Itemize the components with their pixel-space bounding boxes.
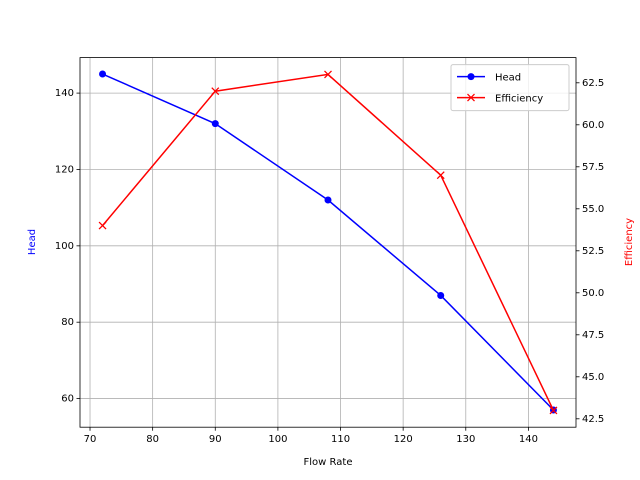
point: [437, 291, 445, 299]
y2-tick-label: 57.5: [582, 162, 604, 173]
y-tick-label: 100: [55, 241, 74, 252]
y2-tick-label: 45.0: [582, 372, 604, 383]
x-tick-label: 130: [456, 434, 475, 445]
point: [98, 221, 107, 230]
point: [211, 87, 220, 96]
x-axis-label: Flow Rate: [304, 457, 353, 468]
y-axis-label: Head: [27, 229, 38, 255]
marker-x: [436, 171, 445, 180]
y-tick-label: 60: [61, 394, 74, 405]
x-tick-label: 140: [519, 434, 538, 445]
grid: [80, 57, 576, 428]
marker-x: [98, 221, 107, 230]
x-tick-label: 120: [394, 434, 413, 445]
x-tick-label: 110: [331, 434, 350, 445]
point: [436, 171, 445, 180]
point: [324, 70, 332, 79]
y2-tick-label: 62.5: [582, 78, 604, 89]
marker-x: [549, 406, 558, 415]
y2-tick-label: 60.0: [582, 120, 604, 131]
point: [99, 70, 107, 78]
y2-tick-label: 42.5: [582, 414, 604, 425]
y-tick-label: 140: [55, 88, 74, 99]
x-tick-label: 70: [84, 434, 97, 445]
point: [549, 406, 558, 415]
legend: Head Efficiency: [450, 64, 570, 112]
x-tick-label: 100: [268, 434, 287, 445]
marker-x: [324, 70, 332, 79]
x-tick-label: 90: [209, 434, 222, 445]
y2-tick-label: 50.0: [582, 288, 604, 299]
point: [324, 196, 332, 204]
legend-label: Head: [495, 73, 521, 84]
y-tick-label: 120: [55, 164, 74, 175]
plot-frame: [79, 57, 577, 428]
y2-axis-label: Efficiency: [624, 218, 635, 266]
marker-x: [211, 87, 220, 96]
y2-tick-label: 47.5: [582, 330, 604, 341]
y2-tick-label: 52.5: [582, 246, 604, 257]
plot: [98, 70, 558, 415]
y-tick-label: 80: [61, 317, 74, 328]
point: [211, 120, 219, 128]
legend-marker: [467, 73, 475, 81]
y2-tick-label: 55.0: [582, 204, 604, 215]
legend-marker: [467, 93, 475, 102]
legend-label: Efficiency: [495, 94, 543, 105]
x-tick-label: 80: [146, 434, 159, 445]
